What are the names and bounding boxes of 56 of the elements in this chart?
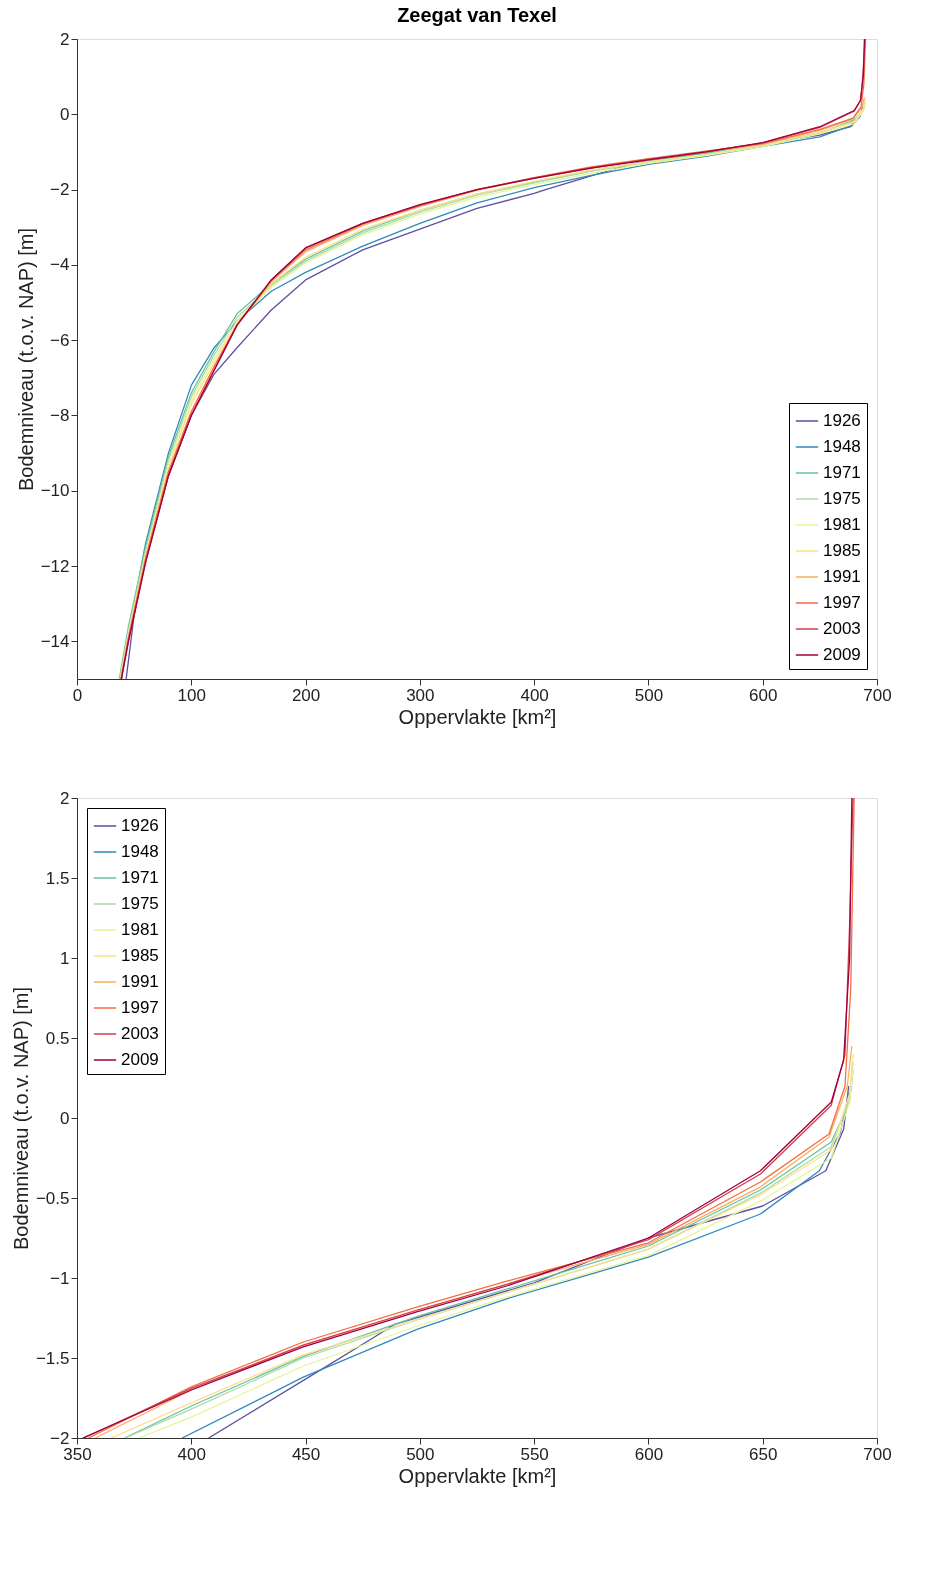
legend-label: 1926: [823, 411, 861, 430]
x-tick-label: 100: [177, 685, 206, 705]
legend-label: 1981: [121, 920, 159, 939]
legend-label: 2009: [823, 645, 861, 664]
x-tick-label: 400: [177, 1444, 206, 1464]
x-tick-label: 600: [749, 685, 778, 705]
y-tick-label: 2: [60, 29, 70, 49]
legend-label: 1985: [121, 946, 159, 965]
x-tick-label: 450: [291, 1444, 321, 1464]
y-tick-label: 0: [60, 1108, 70, 1128]
y-tick-label: 0: [60, 104, 70, 124]
legend-label: 1985: [823, 541, 861, 560]
legend-label: 1975: [823, 489, 861, 508]
x-tick-label: 500: [634, 685, 664, 705]
legend-label: 1975: [121, 894, 159, 913]
y-tick-label: −12: [40, 556, 70, 576]
y-tick-label: −1.5: [35, 1348, 70, 1368]
y-tick-label: 2: [60, 788, 70, 808]
x-tick-label: 400: [520, 685, 549, 705]
y-tick-label: −10: [40, 481, 70, 501]
y-tick-label: −0.5: [35, 1188, 70, 1208]
x-axis-title: Oppervlakte [km²]: [398, 705, 557, 728]
legend-label: 1991: [823, 567, 861, 586]
legend-label: 1981: [823, 515, 861, 534]
legend-label: 2003: [121, 1024, 159, 1043]
legend-label: 1997: [121, 998, 159, 1017]
y-tick-label: 0.5: [45, 1028, 70, 1048]
x-tick-label: 600: [634, 1444, 664, 1464]
y-tick-label: −8: [50, 405, 70, 425]
legend-label: 1971: [823, 463, 861, 482]
y-tick-label: −14: [40, 631, 70, 651]
y-tick-label: −4: [50, 255, 70, 275]
y-axis-title: Bodemniveau (t.o.v. NAP) [m]: [9, 986, 32, 1251]
x-tick-label: 700: [863, 685, 892, 705]
x-tick-label: 300: [406, 685, 435, 705]
x-tick-label: 550: [520, 1444, 549, 1464]
y-axis-title: Bodemniveau (t.o.v. NAP) [m]: [14, 227, 37, 492]
legend-label: 2009: [121, 1050, 159, 1069]
y-tick-label: −2: [50, 180, 70, 200]
y-tick-label: −6: [50, 330, 70, 350]
x-tick-label: 200: [291, 685, 321, 705]
legend-label: 1971: [121, 868, 159, 887]
legend-label: 1948: [823, 437, 861, 456]
x-axis-title: Oppervlakte [km²]: [398, 1464, 557, 1487]
x-tick-label: 700: [863, 1444, 892, 1464]
x-tick-label: 650: [749, 1444, 778, 1464]
legend-label: 1997: [823, 593, 861, 612]
x-tick-label: 500: [406, 1444, 435, 1464]
legend-label: 1948: [121, 842, 159, 861]
legend-label: 1926: [121, 816, 159, 835]
y-tick-label: 1.5: [45, 868, 70, 888]
chart-title: Zeegat van Texel: [397, 4, 557, 26]
legend-label: 2003: [823, 619, 861, 638]
legend-label: 1991: [121, 972, 159, 991]
y-tick-label: 1: [60, 948, 70, 968]
y-tick-label: −1: [50, 1268, 70, 1288]
